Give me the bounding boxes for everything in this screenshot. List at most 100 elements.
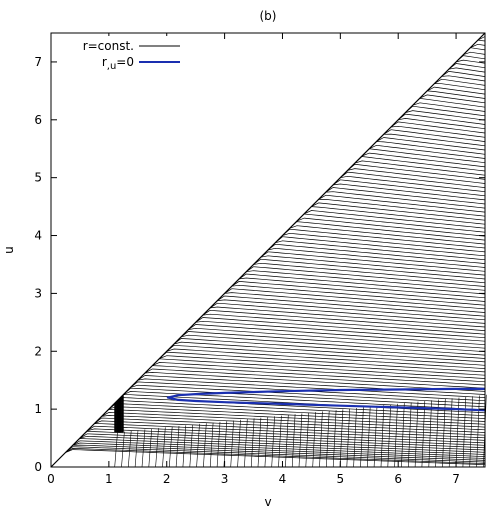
y-tick-label: 0 [34,460,42,474]
contour-line [274,236,486,257]
contour-line [72,440,486,457]
contour-line [72,438,486,455]
contour-line [340,171,486,188]
contour-line [456,59,486,64]
contour-line [361,152,486,168]
contour-line [79,433,486,451]
y-tick-label: 1 [34,402,42,416]
contour-line [421,400,426,468]
contour-line [367,406,371,468]
contour-line [325,191,486,209]
legend: r=const. r,u=0 [60,36,190,72]
contour-line [441,71,486,77]
contour-line [196,423,200,468]
contour-line [298,413,303,468]
contour-line [373,405,378,468]
contour-line [152,365,486,386]
contour-line [477,36,486,41]
contour-line [224,292,486,313]
contour-line [144,368,486,389]
x-axis-label: v [264,495,271,509]
contour-line [376,137,486,151]
contour-line [383,133,486,147]
contour-line [326,410,330,468]
contour-line [169,426,173,468]
contour-line [463,47,486,55]
contour-line [181,334,486,356]
contour-line [152,362,486,383]
contour-line [175,425,180,468]
contour-line [275,240,486,261]
contour-line [282,228,486,249]
contour-line [401,403,405,468]
contour-line [166,348,486,369]
x-tick-label: 2 [163,472,171,486]
contour-line [223,421,228,468]
contour-line [271,416,275,468]
contour-line [246,266,486,287]
contour-line [65,446,486,463]
contour-line [428,400,432,468]
contour-line [114,432,118,468]
contour-lines [50,32,487,468]
contour-line [360,407,364,468]
x-tick-label: 7 [452,472,460,486]
contour-line [237,419,241,468]
contour-line [347,168,486,184]
contour-line [260,255,486,276]
contour-line [79,435,486,453]
contour-line [209,302,486,324]
contour-line [311,206,486,225]
contour-line [202,313,486,335]
contour-line [311,202,486,221]
contour-line [394,403,398,468]
contour-line [166,344,486,366]
contour-line [72,442,486,459]
contour-line [347,163,486,180]
contour-line [231,281,486,302]
contour-line [216,421,221,468]
contour-line [159,355,486,376]
contour-line [159,351,486,373]
contour-line [121,431,125,468]
contour-line [267,247,486,268]
contour-line [319,411,323,468]
contour-line [209,422,214,468]
contour-line [419,94,486,104]
contour-line [257,417,262,468]
contour-line [442,398,446,468]
contour-line [253,258,486,280]
contour-line [426,86,486,95]
legend-label-ru0: r,u=0 [102,55,134,72]
contour-line [333,183,486,201]
contour-line [116,400,486,419]
contour-line [405,105,486,117]
contour-line [469,396,473,468]
contour-line [408,402,412,468]
contour-line [217,299,486,321]
contour-line [346,408,350,468]
x-tick-label: 1 [105,472,113,486]
contour-line [224,288,486,310]
contour-line [412,98,486,108]
contour-line [435,399,439,468]
contour-line [173,341,486,363]
contour-line [173,338,486,359]
contour-line [155,428,159,468]
contour-line [318,199,486,217]
contour-line [296,213,486,233]
contour-line [72,444,486,461]
contour-line [238,273,486,295]
contour-line [141,429,146,468]
contour-line [361,148,486,164]
contour-line [434,83,486,91]
contour-line [448,67,486,73]
y-tick-label: 7 [34,55,42,69]
contour-line [285,414,289,468]
contour-line [180,331,486,353]
contour-line [246,270,486,291]
contour-line [414,401,419,468]
contour-line [94,417,486,436]
contour-line [94,420,486,439]
